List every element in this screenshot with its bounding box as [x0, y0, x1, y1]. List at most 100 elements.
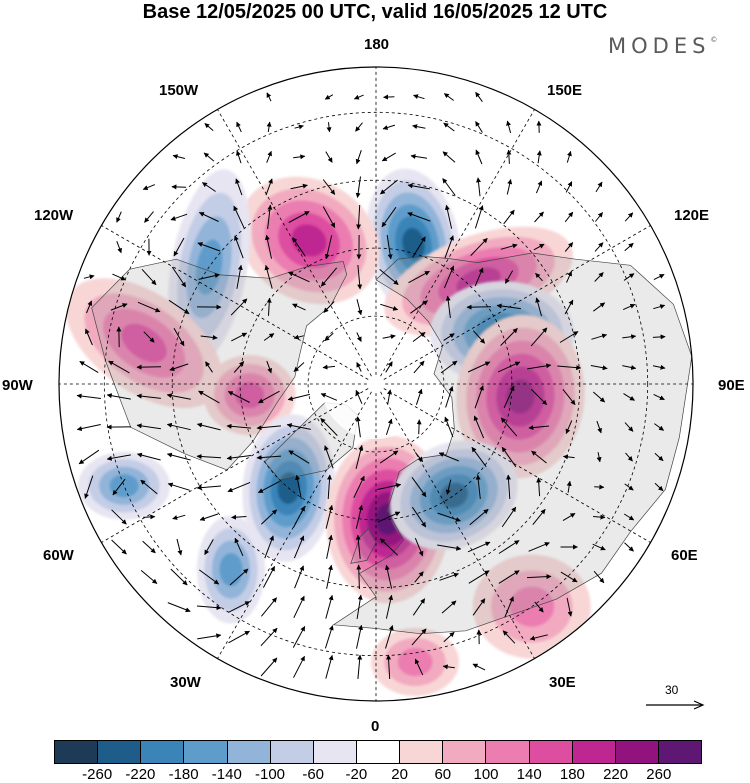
wind-vector-arrow [76, 393, 101, 399]
wind-vector-arrow [292, 237, 306, 257]
wind-vector-arrow [504, 596, 514, 618]
wind-vector-arrow [472, 330, 486, 344]
wind-vector-arrow [227, 391, 250, 403]
wind-vector-arrow [201, 182, 216, 192]
anomaly-contour-band [439, 482, 468, 508]
wind-vector-arrow [408, 270, 430, 284]
wind-vector-arrow [143, 514, 156, 520]
wind-vector-arrow [386, 235, 393, 260]
wind-vector-arrow [502, 630, 516, 644]
wind-vector-arrow [410, 300, 429, 314]
wind-vector-arrow [414, 571, 424, 583]
wind-vector-arrow [112, 478, 126, 496]
wind-vector-arrow [472, 598, 486, 616]
wind-vector-arrow [410, 153, 428, 159]
wind-vector-arrow [288, 211, 310, 223]
wind-vector-arrow [596, 420, 602, 434]
wind-vector-arrow [653, 273, 665, 281]
negative-anomaly-blob [197, 515, 265, 624]
wind-vector-arrow [377, 511, 401, 523]
wind-vector-arrow [196, 422, 221, 431]
colorbar-swatch [55, 741, 99, 763]
wind-vector-arrow [266, 297, 272, 316]
colorbar-swatch [572, 741, 616, 763]
wind-vector-arrow [476, 177, 481, 197]
wind-vector-arrow [382, 334, 396, 340]
wind-vector-arrow [506, 120, 512, 134]
wind-vector-arrow [500, 328, 518, 346]
wind-vector-arrow [234, 235, 244, 259]
wind-vector-arrow [386, 654, 392, 680]
wind-vector-arrow [437, 544, 462, 551]
wind-vector-arrow [111, 539, 127, 555]
wind-vector-arrow [474, 205, 484, 229]
wind-vector-arrow [261, 597, 277, 617]
wind-vector-arrow [442, 178, 456, 196]
colorbar-tick-label: 60 [434, 766, 452, 783]
wind-vector-arrow [356, 332, 362, 342]
wind-vector-arrow [564, 211, 574, 223]
wind-vector-arrow [564, 242, 574, 252]
colorbar-swatch [356, 741, 401, 763]
wind-vector-arrow [324, 332, 334, 342]
colorbar-tick-label: 20 [391, 766, 408, 783]
wind-vector-arrow [384, 564, 393, 589]
wind-vector-arrow [292, 505, 306, 528]
wind-vector-arrow [325, 504, 334, 529]
wind-vector-arrow [622, 365, 637, 370]
wind-vector-arrow [475, 121, 483, 133]
wind-vector-arrow [320, 393, 338, 401]
wind-vector-arrow [136, 393, 161, 399]
positive-anomaly-blob [203, 355, 296, 436]
wind-vector-arrow [534, 211, 544, 223]
wind-vector-arrow [111, 509, 127, 525]
wind-vector-arrow [652, 364, 666, 370]
wind-vector-arrow [140, 570, 158, 584]
wind-vector-arrow [322, 364, 336, 370]
wind-vector-arrow [445, 295, 451, 318]
wind-vector-arrow [528, 425, 550, 431]
latitude-circle [103, 111, 649, 657]
longitude-label-30e: 30E [549, 674, 576, 691]
wind-vector-arrow [413, 360, 425, 374]
wind-vector-arrow [257, 480, 280, 494]
anomaly-field-layer [65, 168, 591, 696]
wind-vector-arrow [379, 538, 399, 556]
wind-vector-arrow [560, 571, 578, 583]
wind-vector-arrow [385, 418, 393, 436]
colorbar-tick-label: -180 [168, 766, 199, 783]
wind-vector-arrow [411, 506, 427, 528]
wind-vector-arrow [260, 509, 278, 525]
wind-vector-arrow [385, 361, 393, 373]
wind-vector-arrow [566, 480, 572, 493]
wind-vector-arrow [84, 475, 94, 499]
wind-vector-arrow [355, 534, 361, 559]
wind-vector-arrow [290, 183, 308, 190]
wind-vector-arrow [324, 94, 334, 100]
anomaly-contour-band [235, 382, 265, 409]
wind-vector-arrow [415, 388, 423, 405]
wind-vector-arrow [355, 150, 362, 165]
wind-vector-arrow [320, 267, 338, 287]
wind-vector-arrow [228, 601, 251, 613]
reference-vector-arrow [646, 700, 705, 710]
wind-vector-arrow [442, 664, 455, 670]
wind-vector-arrow [413, 94, 425, 100]
wind-vector-arrow [197, 633, 222, 640]
colorbar-tick-label: 180 [559, 766, 585, 783]
wind-vector-arrow [229, 568, 249, 586]
wind-vector-arrow [235, 178, 243, 196]
wind-vector-arrow [506, 179, 513, 195]
wind-vector-arrow [526, 574, 552, 580]
wind-vector-arrow [411, 477, 427, 498]
wind-vector-arrow [353, 475, 365, 499]
wind-vector-arrow [171, 266, 187, 288]
wind-vector-arrow [83, 274, 95, 280]
wind-vector-arrow [262, 565, 276, 588]
wind-vector-arrow [380, 179, 398, 195]
wind-vector-arrow [564, 299, 574, 315]
wind-vector-arrow [144, 211, 154, 223]
wind-vector-arrow [170, 213, 188, 221]
wind-vector-arrow [442, 151, 456, 163]
wind-vector-arrow [506, 149, 512, 164]
